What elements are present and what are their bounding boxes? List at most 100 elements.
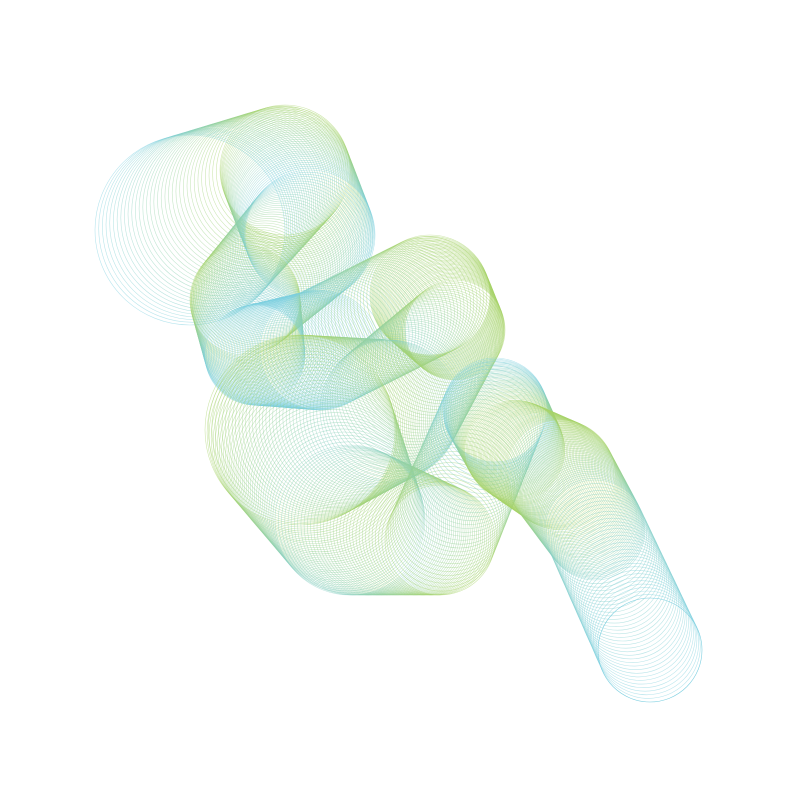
outline-circle [212,213,332,333]
outline-circle [596,594,701,699]
outline-circle [244,169,376,301]
outline-circle [485,410,592,517]
outline-circle [496,415,606,525]
outline-circle [324,336,463,475]
outline-circle [482,408,588,514]
outline-circle [586,573,691,678]
outline-circle [197,110,339,252]
outline-circle [592,587,698,692]
outline-circle [256,415,418,577]
outline-circle [337,250,458,372]
outline-circle [232,137,363,268]
outline-circle [230,133,362,264]
outline-circle [229,131,361,263]
outline-circle [394,462,505,572]
outline-circle [457,386,560,488]
outline-circle [247,402,414,569]
outline-circle [395,267,502,374]
outline-circle [228,191,354,317]
outline-circle [518,440,626,548]
outline-circle [254,412,417,575]
outline-circle [327,255,449,377]
outline-circle [591,583,696,689]
outline-circle [523,447,630,554]
outline-circle [379,297,493,410]
outline-circle [494,414,603,523]
outline-circle [222,200,345,323]
outline-circle [594,590,699,696]
outline-circle [371,237,492,357]
outline-circle [543,478,645,579]
outline-circle [502,418,613,529]
outline-circle [560,514,663,617]
outline-circle [379,247,495,363]
outline-circle [486,410,594,518]
outline-circle [372,302,488,419]
outline-circle [171,116,326,270]
outline-circle [268,434,423,590]
outline-circle [517,439,625,547]
outline-circle [465,400,567,502]
outline-circle [509,426,619,537]
outline-circle [212,347,399,534]
outline-circle [483,409,589,515]
outline-circle [237,150,368,282]
outline-circle [540,472,642,575]
outline-circle [495,415,604,524]
outline-circle [266,431,422,588]
outline-circle [588,576,693,681]
outline-circle [138,124,309,294]
outline-circle [536,467,640,571]
outline-circle [386,481,497,592]
outline-circle [531,460,636,565]
outline-circle [352,316,478,443]
outline-circle [258,418,419,579]
outline-circle [475,405,579,509]
outline-circle [217,207,338,328]
outline-circle [469,401,572,504]
outline-circle [572,542,676,645]
outline-circle [566,528,669,631]
outline-circle [298,270,420,391]
outline-circle [589,580,694,685]
outline-circle [214,350,400,536]
outline-circle [391,469,502,580]
outline-circle [370,236,491,357]
outline-circle [216,354,401,538]
outline-circle [569,535,673,638]
outline-circle [453,378,557,482]
outline-circle [372,238,492,358]
outline-circle [398,454,508,565]
outline-circle [452,377,556,481]
outline-circle [529,456,634,562]
outline-circle [238,152,369,284]
outline-circle [574,545,678,649]
outline-circle [418,409,526,517]
outline-circle [578,555,683,660]
outline-circle [564,524,668,628]
outline-circle [228,127,360,259]
outline-circle [404,279,506,381]
outline-circle [563,521,666,624]
outline-circle [491,413,600,521]
outline-circle [373,240,493,359]
outline-circle [233,141,365,272]
outline-circle [505,421,617,532]
outline-circle [547,486,649,588]
outline-circle [455,381,558,484]
outline-circle [377,245,494,362]
outline-circle [470,402,573,505]
outline-circle [571,538,674,642]
outline-circle [561,517,664,620]
outline-circle [227,370,406,548]
outline-circle [537,469,640,572]
outline-circle [521,444,628,551]
outline-circle [474,404,578,508]
outline-circle [582,562,686,667]
outline-circle [462,394,564,496]
end-circle [597,597,703,703]
outline-circle [214,211,334,331]
outline-circle [503,419,614,530]
outline-circle [384,253,497,366]
